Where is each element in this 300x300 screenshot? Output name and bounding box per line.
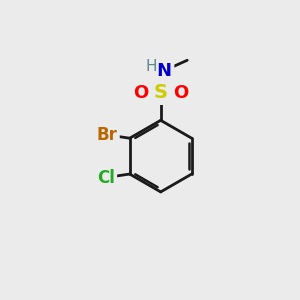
Text: Br: Br — [96, 126, 117, 144]
Text: O: O — [173, 84, 188, 102]
Text: O: O — [134, 84, 149, 102]
Text: S: S — [154, 83, 168, 102]
Text: N: N — [157, 61, 172, 80]
Text: Cl: Cl — [97, 169, 115, 187]
Text: H: H — [146, 59, 157, 74]
